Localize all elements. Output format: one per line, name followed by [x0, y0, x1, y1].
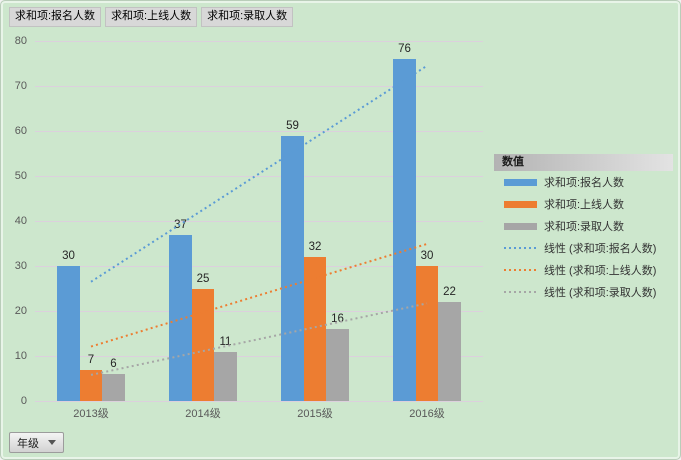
- field-button-baoming[interactable]: 求和项:报名人数: [9, 7, 102, 27]
- value-field-buttons: 求和项:报名人数 求和项:上线人数 求和项:录取人数: [9, 7, 294, 27]
- bar: [169, 234, 192, 401]
- bar-value-label: 37: [174, 218, 187, 231]
- bar: [214, 351, 237, 401]
- y-axis-tick-label: 50: [14, 170, 27, 182]
- bar: [303, 257, 327, 401]
- bar: [57, 266, 80, 401]
- y-axis-tick-label: 10: [14, 350, 27, 362]
- gridline: [35, 401, 483, 402]
- legend-bar-swatch: [504, 222, 537, 230]
- field-button-shangxian[interactable]: 求和项:上线人数: [105, 7, 198, 27]
- bar-value-label: 76: [398, 43, 411, 55]
- x-axis-category-label: 2015级: [297, 408, 333, 420]
- legend-item-label: 求和项:报名人数: [544, 177, 625, 189]
- x-axis-category-label: 2014级: [185, 408, 221, 420]
- y-axis-tick-label: 80: [14, 35, 27, 47]
- gridline: [35, 41, 483, 42]
- legend-dotted-line-swatch: [504, 247, 537, 249]
- legend-item: 求和项:录取人数: [494, 215, 673, 237]
- legend-item: 线性 (求和项:报名人数): [494, 237, 673, 259]
- trendline: [90, 302, 428, 376]
- axis-field-label: 年级: [17, 437, 39, 450]
- bar-value-label: 22: [443, 286, 456, 298]
- y-axis-tick-label: 30: [14, 260, 27, 272]
- gridline: [35, 86, 483, 87]
- y-axis-tick-label: 20: [14, 305, 27, 317]
- trendline: [90, 242, 428, 348]
- bar: [102, 374, 125, 401]
- bar-value-label: 32: [308, 241, 322, 253]
- y-axis-tick-label: 70: [14, 80, 27, 92]
- bar: [281, 135, 304, 401]
- dropdown-arrow-icon: [48, 440, 56, 445]
- legend-item-label: 线性 (求和项:上线人数): [544, 265, 657, 277]
- trendline: [90, 64, 428, 283]
- legend-item-label: 求和项:上线人数: [544, 199, 625, 211]
- legend-items: 求和项:报名人数 求和项:上线人数 求和项:录取人数线性 (求和项:报名人数) 线性 …: [494, 171, 673, 303]
- bar: [438, 302, 461, 401]
- bar: [326, 329, 349, 401]
- legend-item: 线性 (求和项:录取人数): [494, 281, 673, 303]
- x-axis-category-label: 2016级: [409, 408, 445, 420]
- gridline: [35, 176, 483, 177]
- legend-bar-swatch: [504, 200, 537, 208]
- bar: [79, 369, 103, 401]
- y-axis-tick-label: 60: [14, 125, 27, 137]
- legend-item-label: 求和项:录取人数: [544, 221, 625, 233]
- y-axis-tick-label: 40: [14, 215, 27, 227]
- axis-field-dropdown[interactable]: 年级: [9, 432, 64, 453]
- y-axis-tick-label: 0: [20, 395, 27, 407]
- legend-dotted-line-swatch: [504, 269, 537, 271]
- legend-item: 求和项:报名人数: [494, 171, 673, 193]
- gridline: [35, 131, 483, 132]
- x-axis-category-label: 2013级: [73, 408, 109, 420]
- bar-value-label: 6: [110, 358, 117, 370]
- bar-value-label: 11: [219, 335, 232, 348]
- legend-item-label: 线性 (求和项:录取人数): [544, 287, 657, 299]
- field-button-luqu[interactable]: 求和项:录取人数: [201, 7, 294, 27]
- legend-item: 求和项:上线人数: [494, 193, 673, 215]
- bar-value-label: 30: [420, 250, 434, 262]
- legend: 数值 求和项:报名人数 求和项:上线人数 求和项:录取人数线性 (求和项:报名人数)…: [494, 154, 673, 303]
- legend-item-label: 线性 (求和项:报名人数): [544, 243, 657, 255]
- legend-bar-swatch: [504, 178, 537, 186]
- bar-value-label: 25: [196, 272, 210, 285]
- bar-value-label: 59: [286, 119, 299, 132]
- legend-item: 线性 (求和项:上线人数): [494, 259, 673, 281]
- legend-title: 数值: [494, 154, 673, 171]
- bar-value-label: 30: [62, 250, 75, 262]
- bar: [393, 59, 416, 401]
- bar-value-label: 16: [331, 313, 344, 325]
- gridline: [35, 221, 483, 222]
- legend-dotted-line-swatch: [504, 291, 537, 293]
